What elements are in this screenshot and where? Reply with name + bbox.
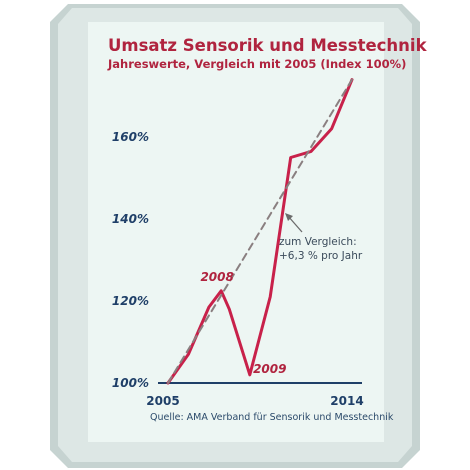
source-note: Quelle: AMA Verband für Sensorik und Mes… [150, 412, 394, 423]
y-tick-label: 160% [112, 130, 149, 144]
y-tick-label: 100% [112, 376, 149, 390]
x-tick-label: 2014 [330, 394, 363, 408]
annotation-2008: 2008 [200, 270, 233, 284]
y-tick-label: 120% [112, 294, 149, 308]
chart-title: Umsatz Sensorik und Messtechnik [108, 36, 427, 55]
annotation-2009: 2009 [253, 362, 286, 376]
annotation-arrow [287, 215, 303, 233]
y-tick-label: 140% [112, 212, 149, 226]
x-tick-label: 2005 [146, 394, 179, 408]
revenue-line [166, 78, 354, 385]
chart-panel [88, 22, 384, 442]
annotation-comparison: zum Vergleich: [279, 236, 357, 248]
chart-subtitle: Jahreswerte, Vergleich mit 2005 (Index 1… [108, 57, 407, 71]
annotation-arrow-head [285, 213, 293, 221]
annotation-comparison: +6,3 % pro Jahr [279, 250, 363, 262]
trend-line [167, 78, 353, 384]
